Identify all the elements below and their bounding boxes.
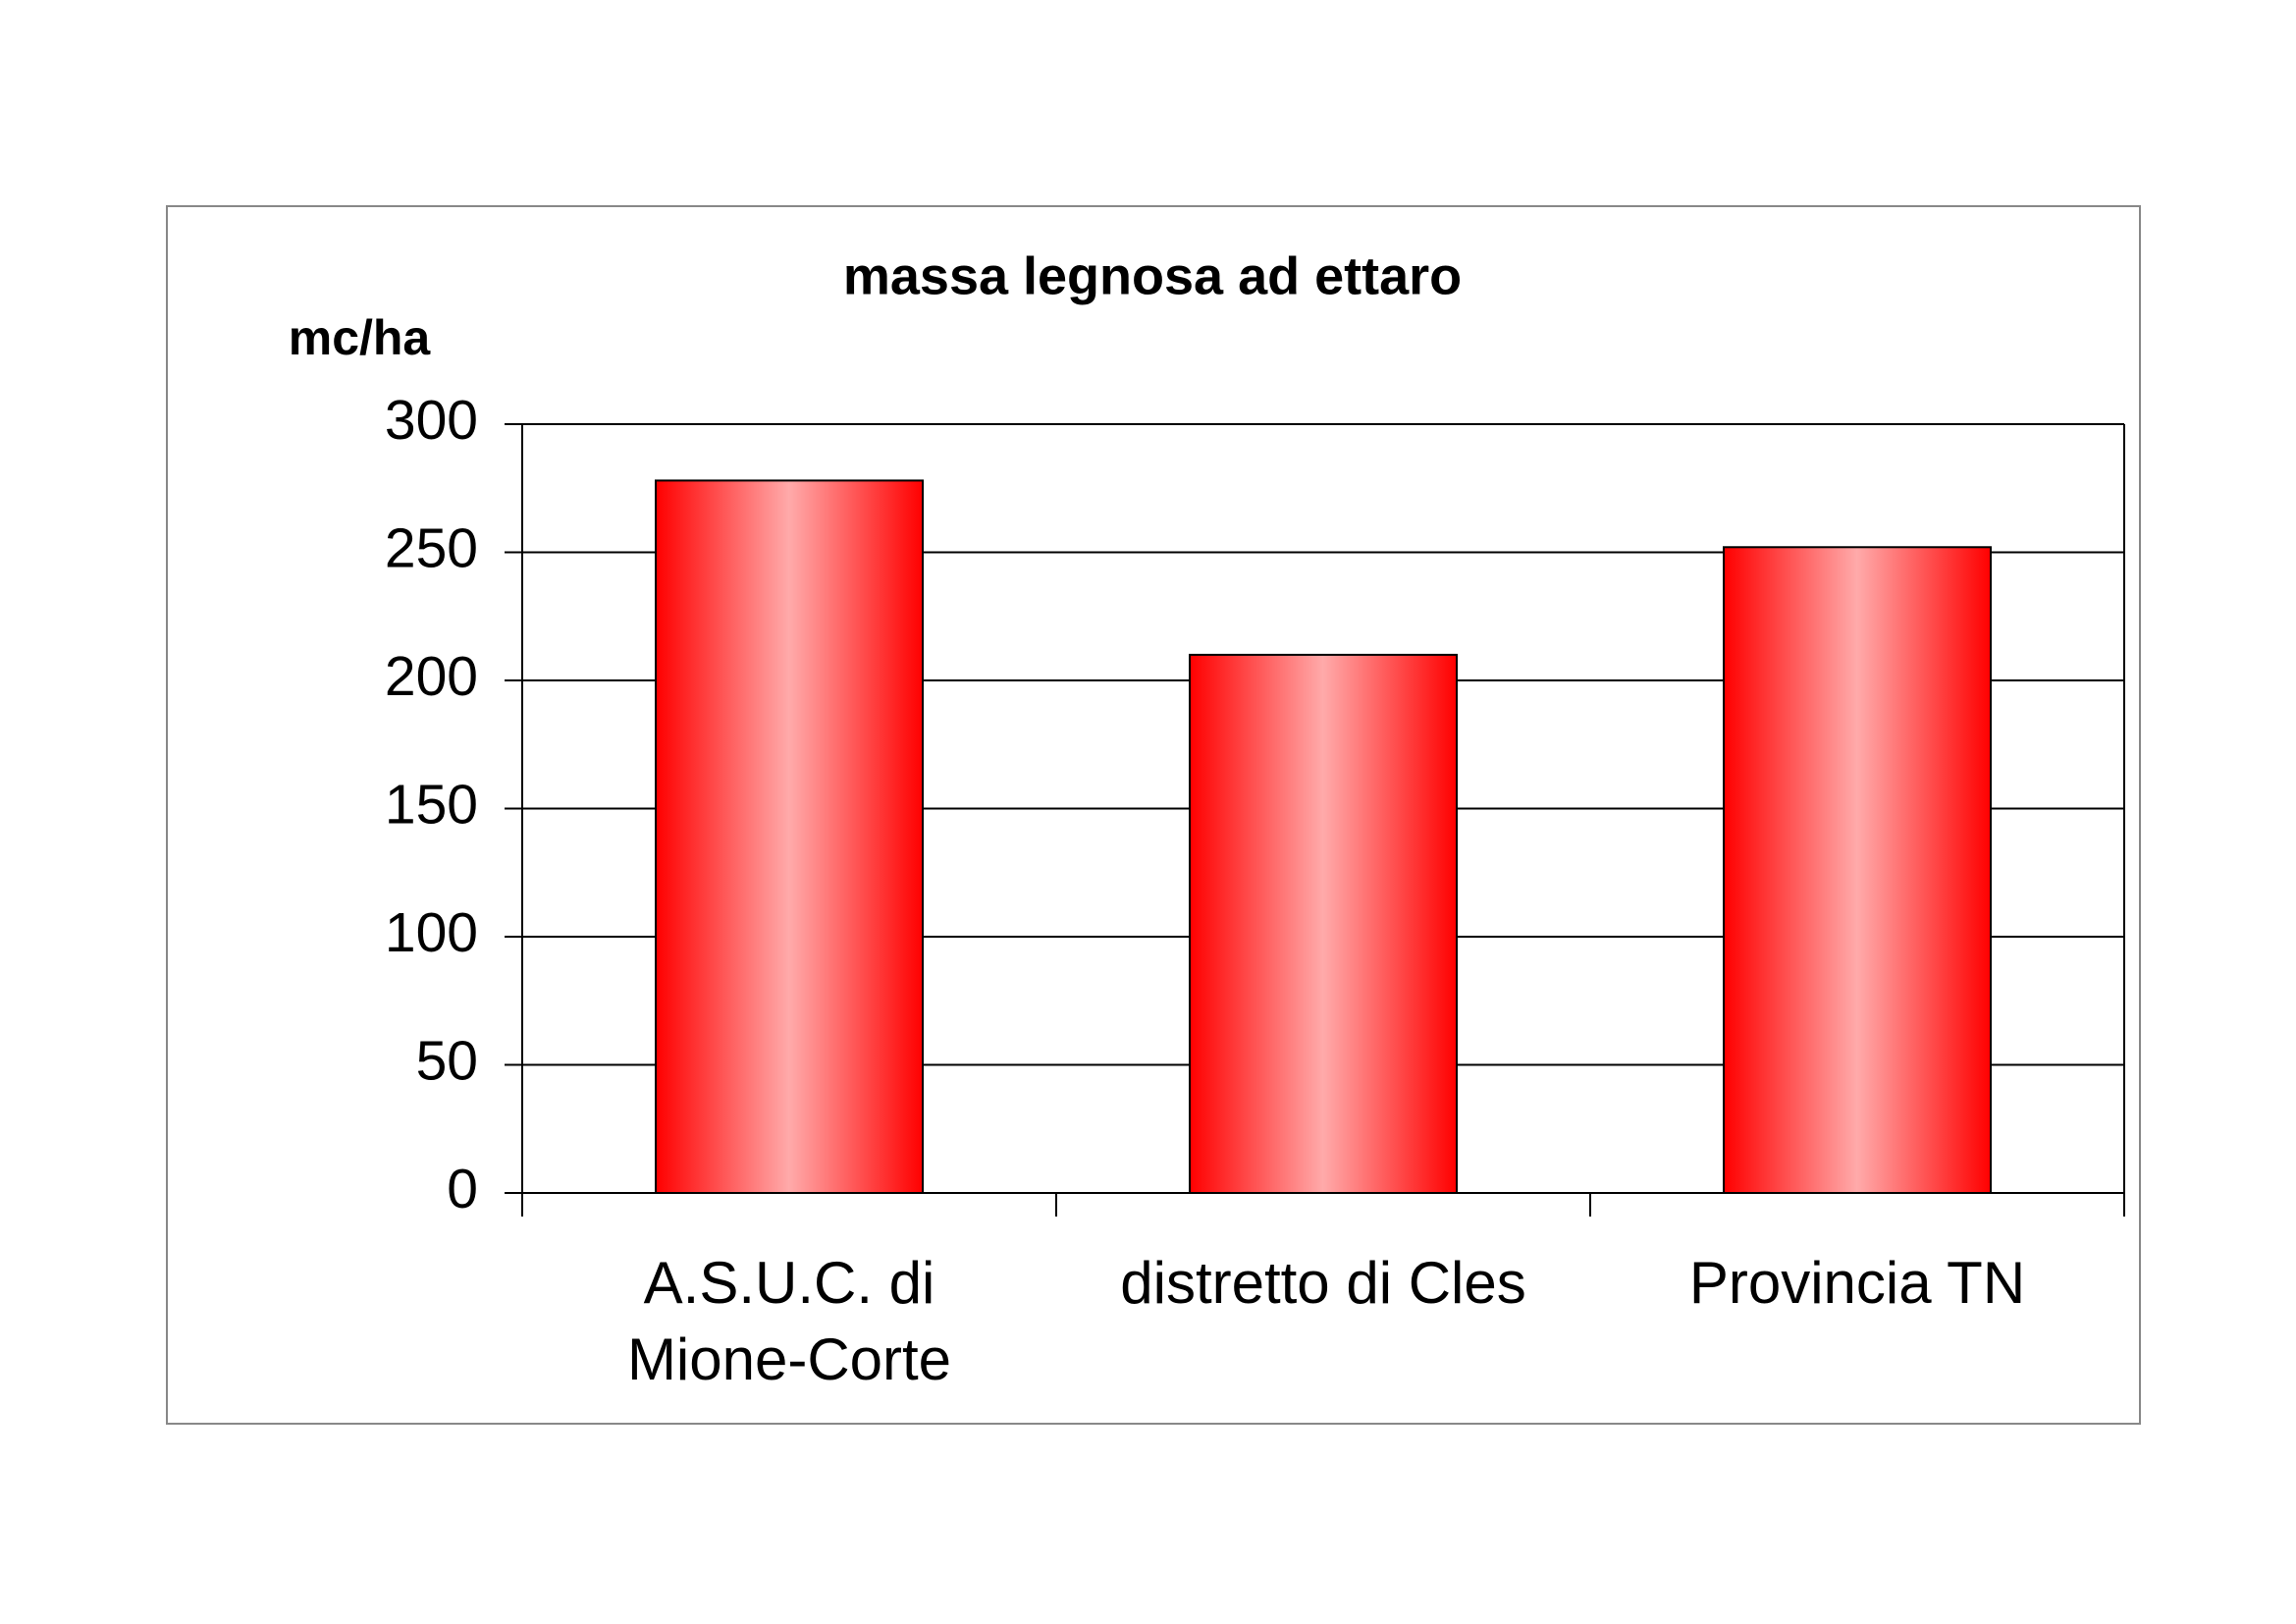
x-tick-label: distretto di Cles	[1120, 1250, 1526, 1316]
x-tick-label: A.S.U.C. di Mione-Corte	[626, 1250, 952, 1392]
chart-title: massa legnosa ad ettaro	[843, 246, 1462, 305]
y-axis-label: mc/ha	[289, 310, 432, 365]
x-tick-label: Provincia TN	[1688, 1250, 2026, 1316]
y-tick-label: 300	[385, 389, 478, 452]
bar	[1723, 546, 1992, 1194]
y-tick-label: 100	[385, 901, 478, 964]
y-tick-label: 0	[447, 1158, 478, 1220]
y-tick-label: 200	[385, 645, 478, 708]
y-tick-label: 50	[416, 1030, 478, 1093]
y-tick-label: 250	[385, 517, 478, 580]
chart-frame	[166, 205, 2141, 1425]
y-tick-label: 150	[385, 774, 478, 837]
bar	[1189, 653, 1458, 1194]
bar	[655, 479, 924, 1195]
